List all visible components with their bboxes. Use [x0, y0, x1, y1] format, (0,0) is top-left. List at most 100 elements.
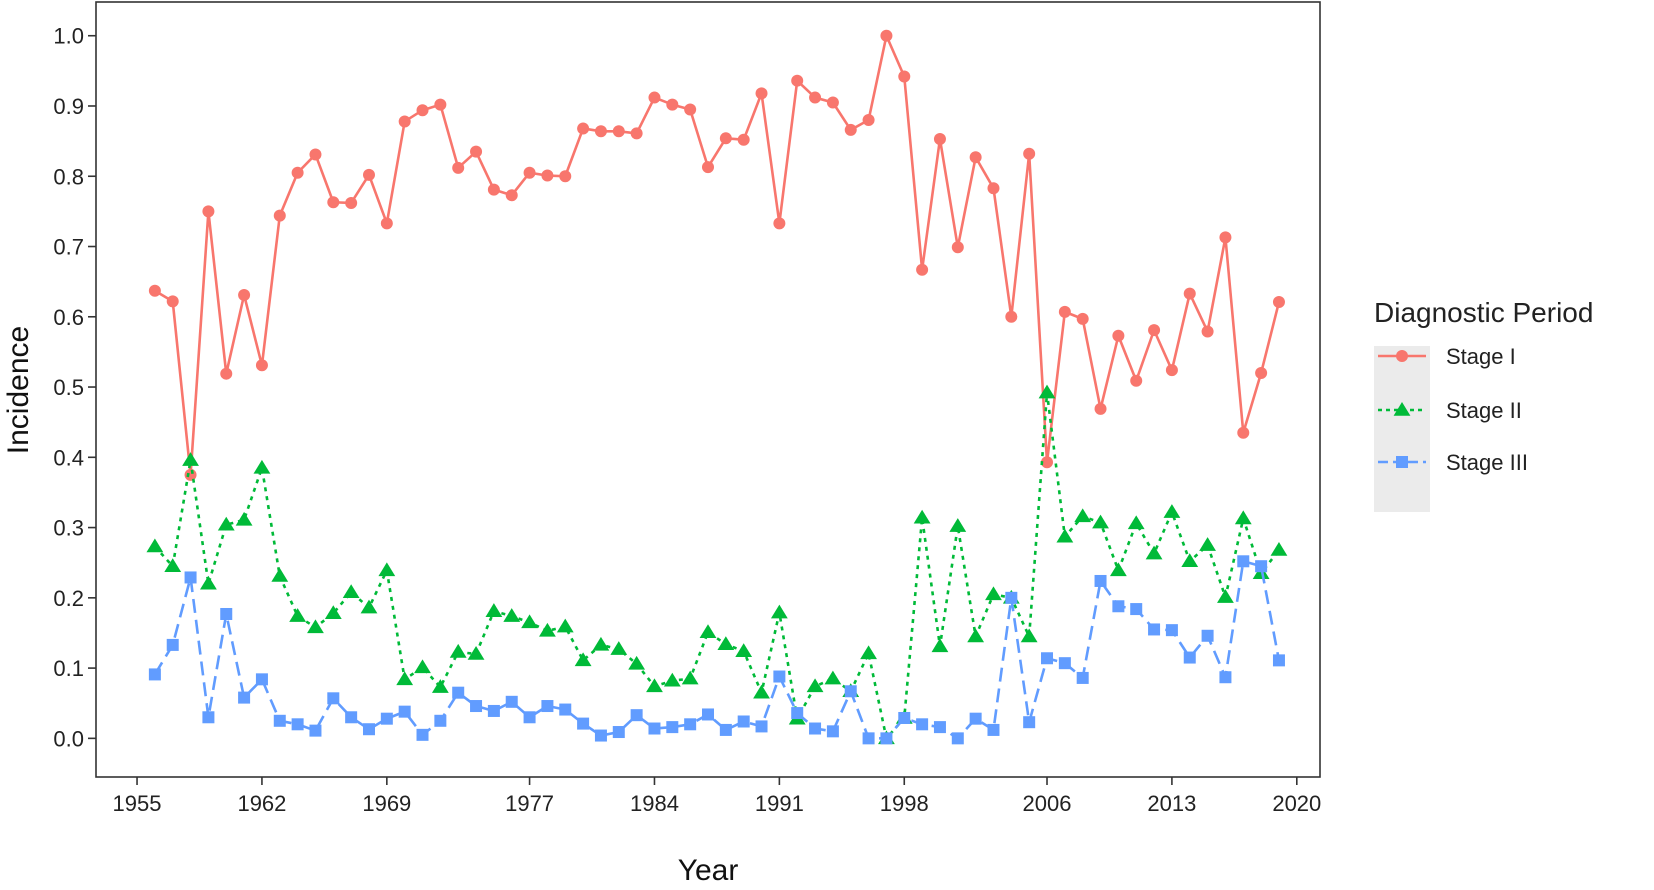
legend-label: Stage II — [1446, 398, 1522, 423]
data-point — [434, 714, 447, 727]
data-point — [253, 459, 271, 474]
data-point — [949, 518, 967, 532]
y-tick-label: 0.8 — [53, 164, 84, 189]
data-point — [666, 721, 679, 734]
x-tick-label: 1962 — [237, 791, 286, 816]
legend-label: Stage I — [1446, 344, 1516, 369]
data-point — [1094, 402, 1107, 415]
data-point — [791, 74, 804, 87]
data-point — [898, 70, 911, 83]
data-point — [1076, 671, 1089, 684]
data-point — [398, 115, 411, 128]
data-point — [684, 103, 697, 116]
legend-item: Stage II — [1378, 398, 1522, 423]
data-point — [1270, 542, 1288, 556]
data-point — [809, 722, 822, 735]
data-point — [380, 712, 393, 725]
data-point — [362, 723, 375, 736]
data-point — [345, 196, 358, 209]
data-point — [931, 638, 949, 653]
data-point — [1112, 329, 1125, 342]
legend-key-marker — [1396, 456, 1408, 468]
y-tick-label: 0.1 — [53, 656, 84, 681]
data-point — [719, 723, 732, 736]
data-point — [809, 91, 822, 104]
data-point — [681, 670, 699, 685]
data-point — [1219, 231, 1232, 244]
data-point — [1023, 147, 1036, 160]
data-point — [577, 717, 590, 730]
data-point — [166, 638, 179, 651]
data-point — [574, 652, 592, 667]
data-point — [1112, 600, 1125, 613]
data-point — [592, 636, 610, 651]
data-point — [1255, 366, 1268, 379]
data-point — [860, 645, 877, 660]
data-point — [452, 161, 465, 174]
data-point — [630, 709, 643, 722]
legend-item: Stage I — [1378, 344, 1516, 369]
data-point — [898, 711, 911, 724]
x-tick-label: 1984 — [630, 791, 679, 816]
data-point — [362, 168, 375, 181]
data-point — [735, 643, 753, 657]
data-point — [933, 133, 946, 146]
data-point — [826, 96, 839, 109]
data-point — [1130, 603, 1143, 616]
series-stage-iii — [148, 555, 1285, 745]
data-point — [431, 679, 449, 693]
data-point — [773, 217, 786, 230]
data-point — [985, 586, 1002, 601]
data-point — [648, 91, 661, 104]
data-point — [556, 618, 574, 633]
legend-items: Stage I Stage II Stage III — [1378, 344, 1528, 475]
data-point — [324, 605, 342, 620]
data-point — [1165, 624, 1178, 637]
data-point — [1005, 310, 1018, 323]
data-point — [1199, 537, 1216, 551]
data-point — [416, 104, 429, 117]
data-point — [702, 161, 714, 174]
data-point — [702, 708, 714, 721]
x-tick-label: 2006 — [1023, 791, 1072, 816]
data-point — [521, 614, 538, 629]
x-tick-label: 1998 — [880, 791, 929, 816]
data-point — [523, 166, 536, 179]
data-point — [327, 196, 340, 209]
data-point — [594, 729, 607, 742]
y-tick-label: 1.0 — [53, 24, 84, 49]
y-axis: 0.0 0.1 0.2 0.3 0.4 0.5 0.6 0.7 0.8 0.9 1.0 — [53, 24, 96, 751]
data-point — [791, 707, 804, 720]
y-tick-label: 0.2 — [53, 586, 84, 611]
data-point — [770, 604, 788, 619]
data-point — [184, 571, 197, 584]
data-point — [452, 686, 465, 699]
legend-key-marker — [1393, 402, 1411, 416]
data-point — [951, 241, 964, 254]
data-point — [1041, 652, 1054, 665]
data-point — [648, 722, 661, 735]
data-point — [1237, 426, 1250, 439]
data-point — [1094, 574, 1107, 587]
data-point — [182, 452, 199, 466]
data-point — [737, 133, 750, 146]
data-point — [663, 672, 681, 687]
x-axis-title: Year — [678, 854, 739, 885]
data-point — [824, 670, 842, 685]
data-point — [880, 29, 893, 42]
legend-title: Diagnostic Period — [1374, 297, 1593, 328]
data-point — [485, 603, 503, 617]
data-point — [969, 151, 982, 164]
legend-item: Stage III — [1378, 450, 1528, 475]
data-point — [1234, 510, 1252, 525]
data-point — [238, 288, 251, 301]
data-point — [434, 98, 447, 111]
legend-key-marker — [1396, 350, 1408, 362]
y-tick-label: 0.9 — [53, 94, 84, 119]
data-point — [217, 516, 235, 531]
data-point — [416, 728, 429, 741]
x-tick-label: 1955 — [113, 791, 162, 816]
